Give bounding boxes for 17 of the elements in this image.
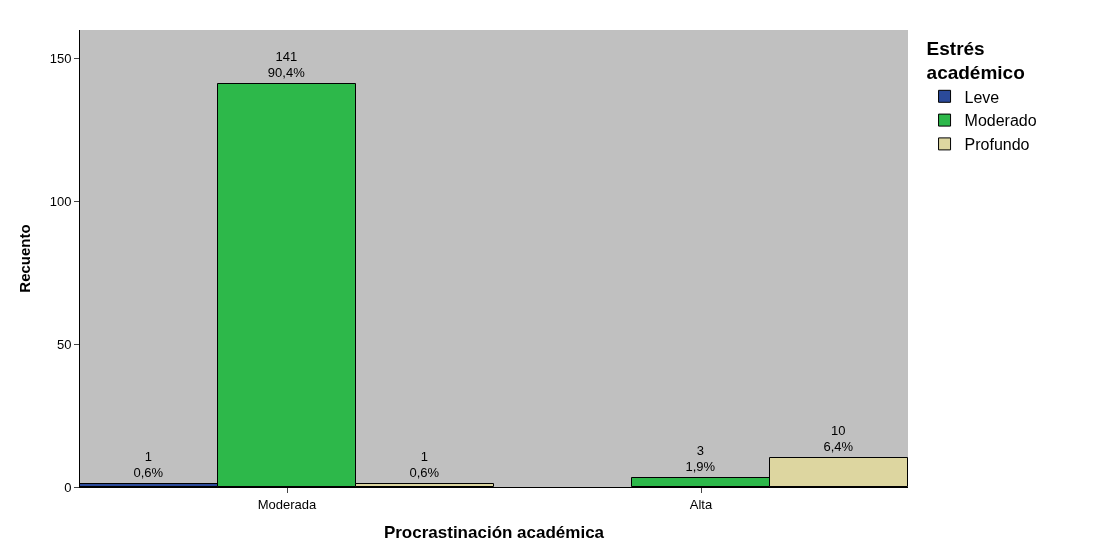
y-tick-label: 0 xyxy=(64,479,72,495)
x-tick-label: Alta xyxy=(689,496,713,512)
legend-label: Profundo xyxy=(964,136,1030,154)
legend-title: Estrés académico xyxy=(926,37,1025,84)
legend-label: Leve xyxy=(964,88,1000,106)
y-tick-label: 150 xyxy=(49,51,72,67)
data-label: 10 6,4% xyxy=(823,422,854,455)
x-axis-title: Procrastinación académica xyxy=(383,523,605,542)
x-tick-label: Moderada xyxy=(257,496,318,512)
y-tick-label: 50 xyxy=(56,336,72,352)
legend-label: Moderado xyxy=(964,112,1037,130)
data-label: 141 90,4% xyxy=(267,48,306,81)
y-tick-label: 100 xyxy=(49,193,72,209)
y-axis-title: Recuento xyxy=(15,224,33,293)
data-label: 3 1,9% xyxy=(685,442,716,475)
data-label: 1 0,6% xyxy=(133,448,164,481)
data-label: 1 0,6% xyxy=(409,448,440,481)
